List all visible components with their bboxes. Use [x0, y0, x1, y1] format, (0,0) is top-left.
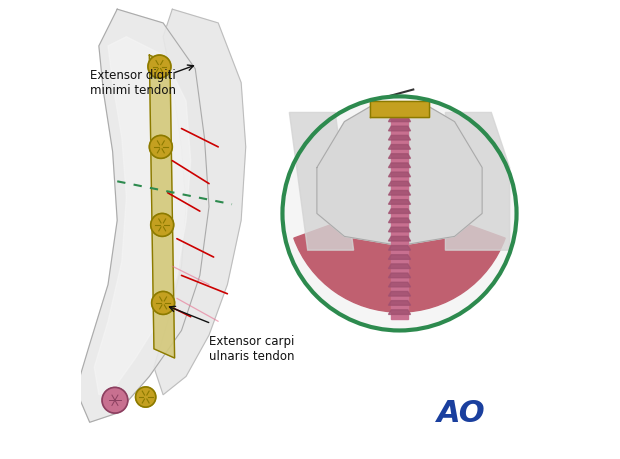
- Polygon shape: [389, 301, 410, 305]
- Polygon shape: [389, 227, 410, 232]
- Circle shape: [148, 55, 171, 78]
- Polygon shape: [389, 291, 410, 296]
- Polygon shape: [445, 112, 510, 250]
- Circle shape: [149, 135, 172, 158]
- Polygon shape: [389, 310, 410, 314]
- Polygon shape: [389, 246, 410, 250]
- Polygon shape: [389, 135, 410, 140]
- Text: Extensor carpi
ulnaris tendon: Extensor carpi ulnaris tendon: [209, 335, 294, 363]
- Circle shape: [102, 387, 128, 413]
- Polygon shape: [389, 236, 410, 241]
- Polygon shape: [389, 200, 410, 204]
- Circle shape: [151, 213, 174, 236]
- Circle shape: [283, 96, 516, 330]
- Polygon shape: [317, 103, 482, 246]
- Polygon shape: [391, 112, 408, 319]
- Polygon shape: [389, 163, 410, 168]
- Circle shape: [136, 387, 156, 407]
- Polygon shape: [389, 172, 410, 177]
- Polygon shape: [290, 112, 353, 250]
- Polygon shape: [76, 9, 209, 422]
- Polygon shape: [389, 190, 410, 195]
- Polygon shape: [389, 218, 410, 223]
- Polygon shape: [389, 154, 410, 158]
- Polygon shape: [389, 282, 410, 287]
- Polygon shape: [389, 255, 410, 259]
- Circle shape: [152, 291, 175, 314]
- Polygon shape: [154, 9, 246, 395]
- Wedge shape: [294, 200, 505, 312]
- Text: AO: AO: [437, 398, 486, 428]
- Polygon shape: [389, 145, 410, 149]
- Polygon shape: [389, 181, 410, 186]
- Polygon shape: [149, 55, 175, 358]
- Polygon shape: [94, 37, 191, 395]
- Polygon shape: [389, 209, 410, 213]
- Polygon shape: [389, 264, 410, 269]
- Polygon shape: [389, 126, 410, 131]
- Polygon shape: [370, 101, 429, 117]
- Text: Extensor digiti
minimi tendon: Extensor digiti minimi tendon: [90, 68, 175, 97]
- Polygon shape: [389, 117, 410, 122]
- Polygon shape: [389, 273, 410, 278]
